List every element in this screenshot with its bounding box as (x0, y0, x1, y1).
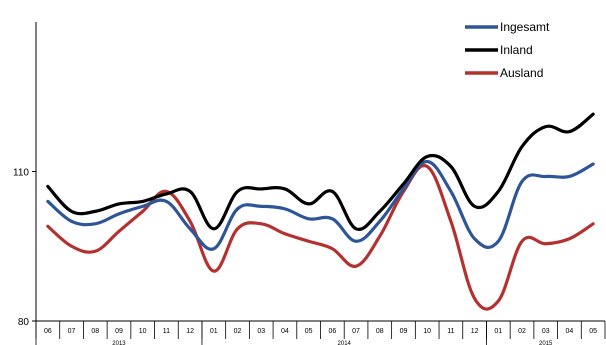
x-tick-label: 01 (210, 328, 218, 335)
x-tick-label: 08 (376, 328, 384, 335)
series-line-inland (46, 112, 595, 231)
x-tick-label: 12 (186, 328, 194, 335)
x-tick-label: 04 (566, 328, 574, 335)
x-tick-label: 03 (542, 328, 550, 335)
series-line-ingesamt (46, 159, 595, 251)
y-tick-label: 80 (18, 317, 30, 328)
x-tick-label: 07 (352, 328, 360, 335)
x-tick-label: 04 (281, 328, 289, 335)
x-tick-label: 09 (400, 328, 408, 335)
legend-label-ausland: Ausland (500, 66, 543, 80)
year-label: 2015 (539, 341, 553, 345)
x-tick-label: 05 (589, 328, 597, 335)
y-tick-label: 110 (13, 168, 29, 179)
x-tick-label: 10 (423, 328, 431, 335)
x-tick-label: 03 (257, 328, 265, 335)
x-tick-label: 02 (234, 328, 242, 335)
x-tick-label: 06 (328, 328, 336, 335)
legend: Ingesamt Inland Ausland (465, 20, 550, 80)
legend-label-inland: Inland (500, 43, 533, 57)
year-label: 2014 (338, 341, 352, 345)
x-tick-label: 01 (494, 328, 502, 335)
x-tick-label: 10 (139, 328, 147, 335)
x-tick-label: 09 (115, 328, 123, 335)
series-lines (46, 112, 595, 311)
x-tick-label: 06 (44, 328, 52, 335)
x-tick-label: 07 (68, 328, 76, 335)
x-tick-label: 02 (518, 328, 526, 335)
series-line-ausland (46, 163, 595, 311)
x-tick-label: 08 (91, 328, 99, 335)
year-label: 2013 (112, 341, 126, 345)
x-tick-label: 11 (447, 328, 454, 335)
axes: 80 110 06 07 08 09 10 11 12 01 02 03 04 05 06 07 08 09 10 1… (13, 22, 606, 345)
legend-label-ingesamt: Ingesamt (500, 20, 550, 34)
x-tick-label: 11 (163, 328, 170, 335)
x-tick-label: 05 (305, 328, 313, 335)
x-tick-label: 12 (471, 328, 479, 335)
